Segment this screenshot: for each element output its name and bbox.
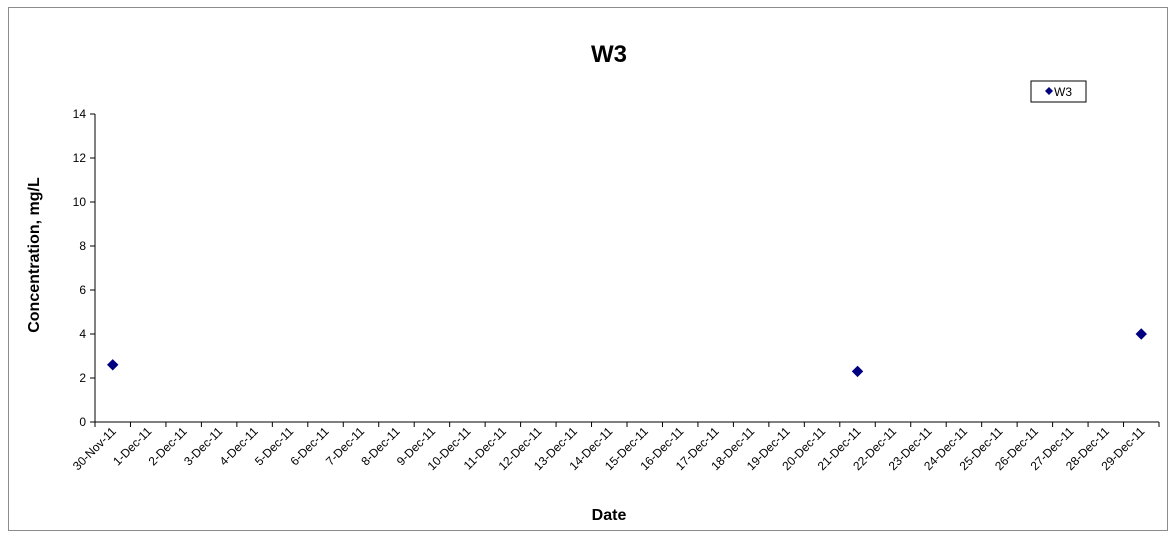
legend-label: W3 [1054, 85, 1072, 99]
legend: W3 [1030, 80, 1087, 103]
y-tick-label: 2 [79, 371, 86, 385]
y-tick-label: 4 [79, 327, 86, 341]
legend-marker [1045, 87, 1053, 95]
scatter-chart: W3 Concentration, mg/L Date 0 2 4 6 8 10 12 14 3… [26, 41, 1160, 524]
data-points [107, 328, 1147, 378]
chart-area: W3 Concentration, mg/L Date 0 2 4 6 8 10 12 14 3… [8, 7, 1168, 531]
y-tick-label: 0 [79, 415, 86, 429]
data-point [1135, 328, 1147, 340]
y-tick-label: 10 [73, 195, 87, 209]
x-tick-label: 30-Nov-11 [70, 424, 119, 473]
chart-title: W3 [591, 41, 627, 68]
axes: 0246810121430-Nov-111-Dec-112-Dec-113-De… [70, 107, 1160, 473]
legend-box [1030, 80, 1087, 103]
y-tick-label: 12 [73, 151, 87, 165]
x-axis-title: Date [592, 507, 627, 524]
data-point [851, 365, 864, 378]
y-tick-label: 8 [79, 239, 86, 253]
y-tick-label: 6 [79, 283, 86, 297]
y-tick-label: 14 [73, 107, 87, 121]
y-axis-title: Concentration, mg/L [26, 177, 43, 333]
data-point [107, 359, 119, 371]
